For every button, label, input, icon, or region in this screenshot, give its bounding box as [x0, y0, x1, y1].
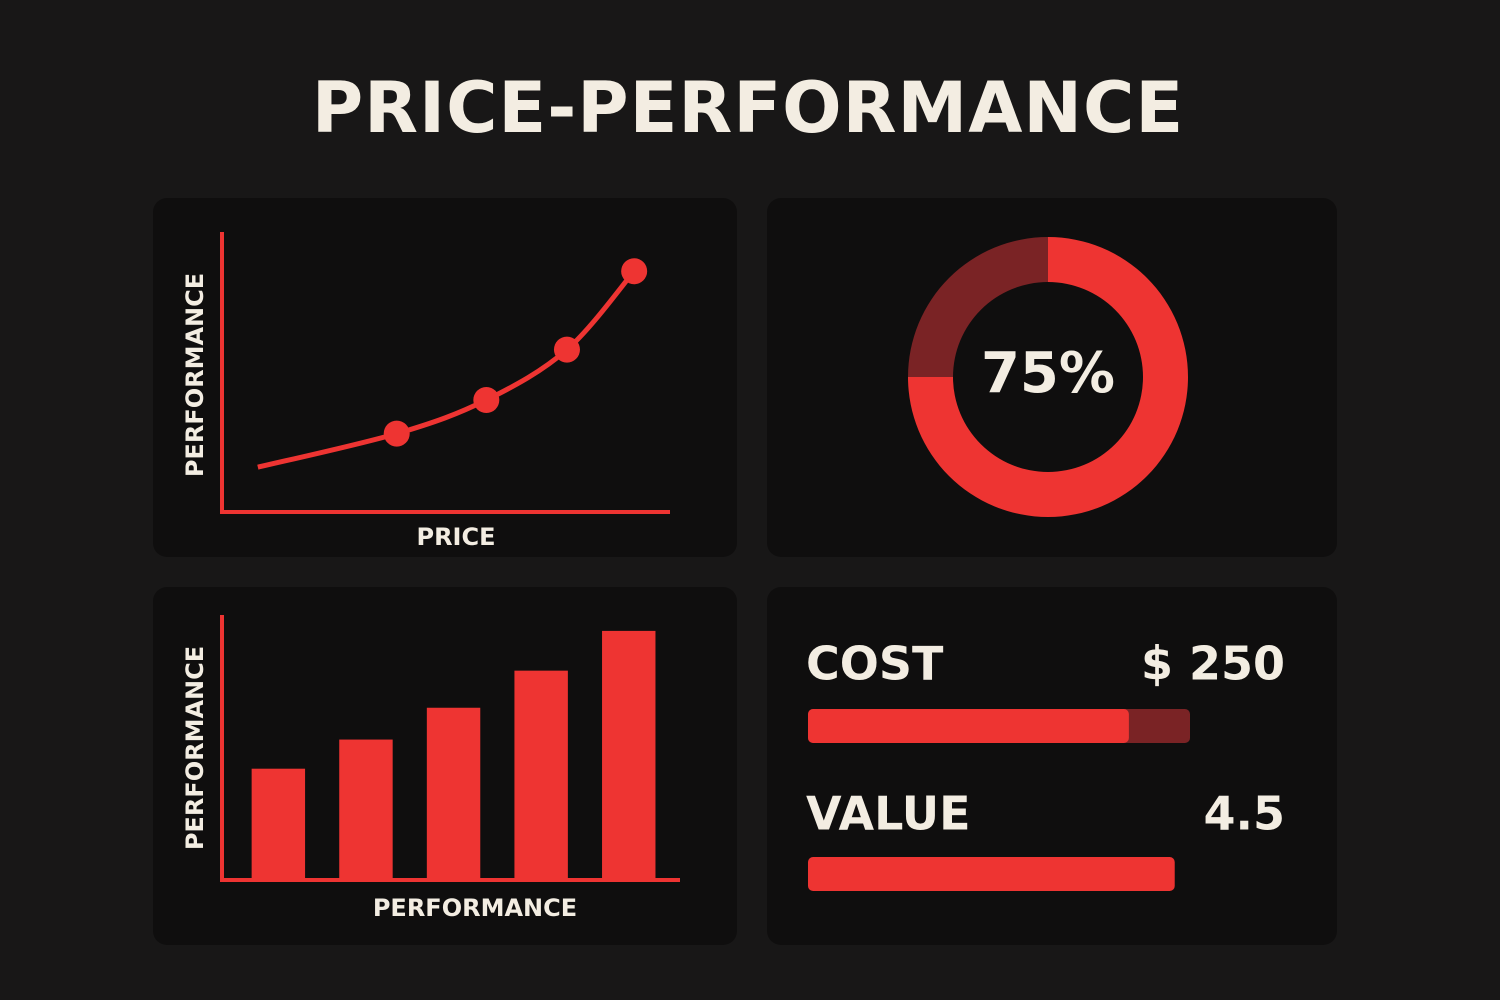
point	[473, 387, 500, 413]
donut-segment	[908, 237, 1048, 377]
metric-label: COST	[806, 637, 944, 691]
bar	[514, 670, 568, 880]
progress-fill	[808, 857, 1175, 891]
metric-label: VALUE	[806, 787, 971, 841]
point	[621, 258, 648, 285]
x-axis-label: PERFORMANCE	[373, 894, 577, 922]
bar	[602, 630, 656, 880]
point	[553, 336, 580, 363]
panel	[153, 198, 737, 557]
panel	[767, 198, 1337, 557]
bar	[339, 739, 393, 880]
bar	[251, 768, 306, 880]
progress-fill	[808, 709, 1129, 743]
donut-segment	[908, 237, 1188, 517]
page-title: PRICE-PERFORMANCE	[312, 67, 1184, 149]
y-axis-label: PERFORMANCE	[181, 646, 209, 850]
point	[383, 420, 410, 447]
panel	[767, 587, 1337, 945]
y-axis-label: PERFORMANCE	[181, 273, 209, 477]
metric-readout: $ 250	[1141, 637, 1285, 691]
bar	[426, 707, 481, 880]
metric-readout: 4.5	[1204, 787, 1286, 841]
center-label: 75%	[981, 341, 1115, 406]
x-axis-label: PRICE	[416, 523, 495, 551]
